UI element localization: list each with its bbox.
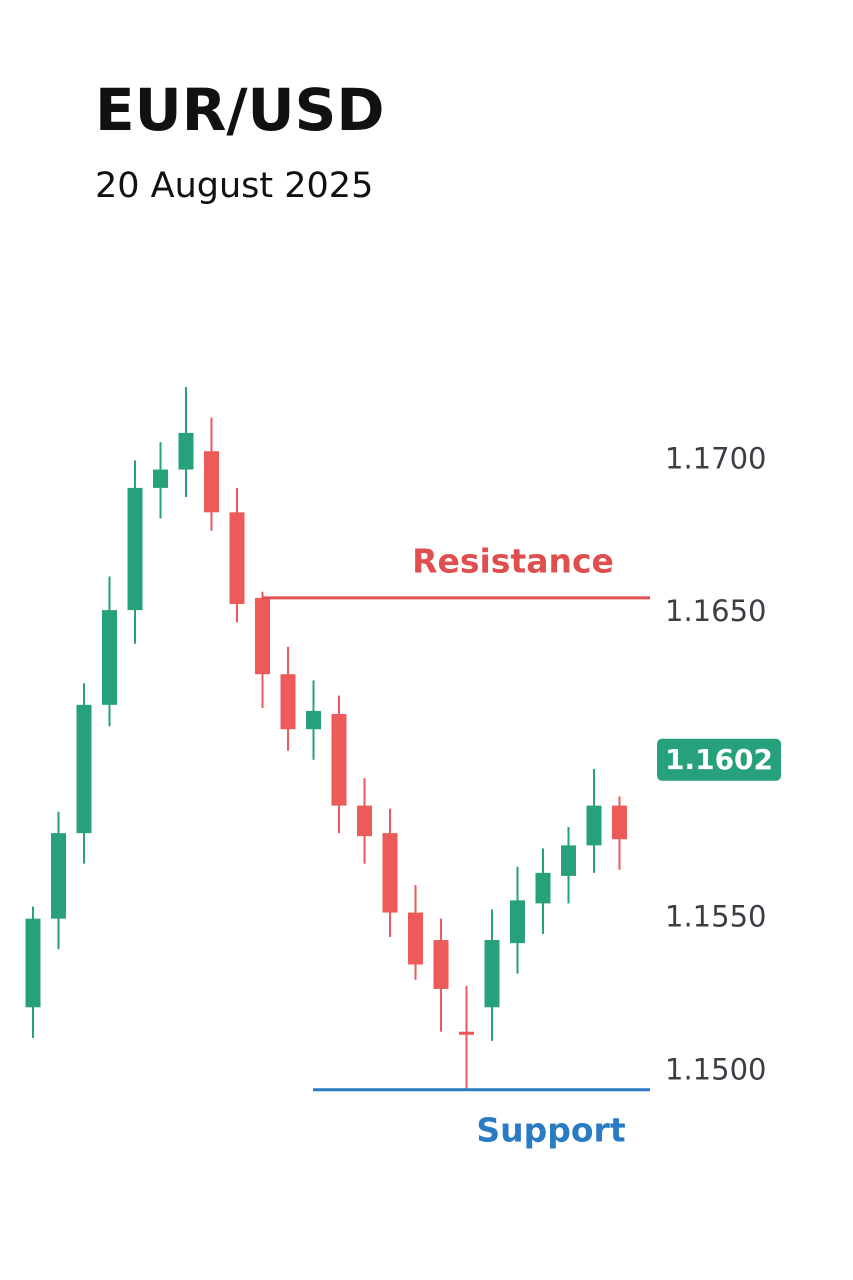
candle-body xyxy=(357,805,372,837)
chart-title: EUR/USD xyxy=(95,76,385,144)
candle-body xyxy=(229,512,245,604)
y-tick-label: 1.1700 xyxy=(665,441,766,475)
candle-body xyxy=(612,805,627,840)
candle-body xyxy=(586,805,602,846)
chart-subtitle: 20 August 2025 xyxy=(95,166,373,206)
candle-body xyxy=(433,940,449,989)
candle-body xyxy=(306,710,321,730)
support-label: Support xyxy=(476,1110,625,1149)
candle-body xyxy=(255,597,270,675)
resistance-label: Resistance xyxy=(412,541,614,580)
price-label: 1.1602 xyxy=(665,743,773,776)
candle-body xyxy=(51,833,66,919)
candle-body xyxy=(25,918,41,1008)
candle-body xyxy=(484,940,500,1008)
y-tick-label: 1.1650 xyxy=(665,594,766,628)
candle-body xyxy=(102,610,117,705)
candle-body xyxy=(178,432,194,470)
candle-body xyxy=(331,713,347,806)
candle-body xyxy=(459,1031,474,1035)
candle-body xyxy=(153,469,168,488)
candle-body xyxy=(204,451,219,513)
y-tick-label: 1.1550 xyxy=(665,900,766,934)
candle-body xyxy=(280,674,296,730)
candle-body xyxy=(510,900,525,944)
candle-body xyxy=(382,833,398,913)
price-badge xyxy=(657,738,781,781)
candle-body xyxy=(127,487,143,611)
y-tick-label: 1.1500 xyxy=(665,1052,766,1086)
candle-body xyxy=(561,845,576,876)
candle-body xyxy=(535,872,551,904)
candle-body xyxy=(408,912,423,965)
candle-body xyxy=(76,704,92,834)
